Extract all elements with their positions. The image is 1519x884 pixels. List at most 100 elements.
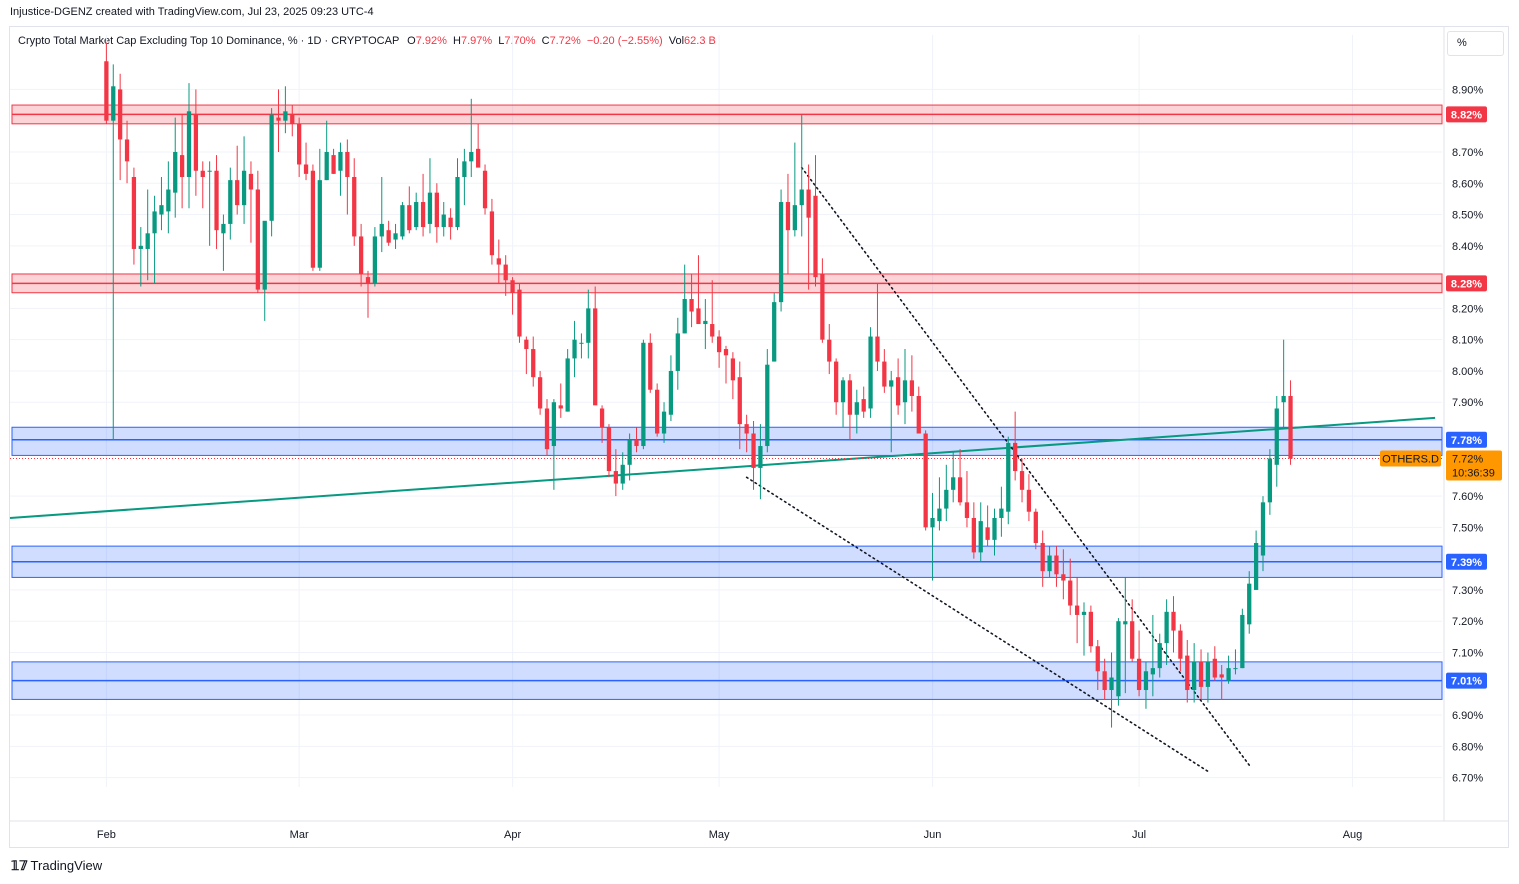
candle [827,324,832,375]
candle [1074,577,1080,644]
candle-body [1226,668,1231,681]
candle-body [544,408,550,450]
candle-body [792,205,797,231]
candle-body [324,151,329,181]
candle-body [186,111,192,177]
candle-body [861,399,866,412]
candle-body [317,180,322,268]
candle [1040,530,1045,587]
candle [930,492,935,581]
candle-body [455,177,460,228]
candle [1143,661,1149,709]
candle [675,317,680,390]
candle [345,139,350,215]
candle-body [957,477,963,503]
candle-body [1040,543,1045,572]
zone-price-tag [1446,672,1487,689]
candle [1233,649,1238,675]
candle [152,195,157,284]
candle [916,386,921,434]
candle [1247,571,1252,634]
candle-body [930,517,935,528]
candle-body [1013,442,1018,472]
candle-body [765,364,770,447]
legend-high-label: H [453,35,461,47]
candle [620,452,625,490]
candle-body [648,342,653,390]
candle-body [1095,646,1100,672]
candle [923,430,928,531]
candle-body [166,189,171,212]
candle-body [889,380,894,387]
candle [999,486,1004,537]
y-tick-label: 8.10% [1452,335,1483,347]
price-labels: 8.82% 8.28% 7.78% 7.39% 7.01% OTHERS.D 7.72% 10… [1380,106,1502,689]
candle [159,177,164,231]
candle-body [531,349,536,378]
candle [1219,665,1224,700]
candle-body [434,192,439,228]
candle [737,361,742,450]
candle-body [414,202,419,228]
candle-body [758,446,763,468]
candle-body [806,189,811,218]
candle-body [613,471,618,484]
candle [537,370,543,415]
candle-body [1116,621,1121,697]
candle-body [799,189,804,206]
tradingview-logo[interactable]: 𝟙𝟟 TradingView [11,858,102,874]
candle-body [345,151,350,177]
legend-close-value: 7.72% [549,35,581,47]
candle-body [1054,555,1059,575]
candle-body [1212,658,1217,678]
candle [558,383,563,418]
y-tick-label: 7.50% [1452,522,1483,534]
candle [682,264,687,334]
candle [448,208,453,240]
legend-high-value: 7.97% [460,35,493,47]
candle-body [723,349,729,356]
candle-body [207,170,212,172]
candle [324,120,329,181]
candle-body [992,517,997,540]
candle-body [1109,677,1114,691]
candle [1047,546,1052,578]
candle [124,120,130,184]
candle-body [358,236,364,274]
candle-body [641,342,646,447]
candle-body [1219,674,1224,678]
zone-price-tag-label: 7.78% [1451,435,1482,447]
candle [414,192,419,231]
x-tick-label: Mar [290,829,309,841]
candle [544,399,550,456]
candle-body [276,117,281,121]
candle [228,167,233,240]
candle [964,471,970,528]
candle-body [1171,611,1176,631]
candle-body [703,320,708,325]
candle [276,89,281,152]
candle-body [1033,511,1038,543]
candle-body [1136,658,1142,691]
candle-body [1185,655,1190,691]
candle [1150,614,1155,697]
candle [854,389,859,434]
last-price-tag [1446,450,1502,481]
candle-body [290,114,295,124]
candle-body [964,502,970,518]
chart-frame [9,26,1509,848]
candle-body [1178,630,1183,659]
candle-body [668,370,674,415]
y-tick-label: 8.90% [1452,84,1483,96]
candle [235,145,240,215]
legend-volume-label: Vol [668,35,685,47]
candle-body [1267,458,1273,503]
percent-scale-button[interactable]: % [1447,31,1504,56]
candle-body [599,408,605,428]
candle [606,424,612,478]
candle [1026,474,1032,522]
symbol-tag-label: OTHERS.D [1382,454,1439,466]
candle-body [1061,574,1066,581]
candle [193,89,199,196]
